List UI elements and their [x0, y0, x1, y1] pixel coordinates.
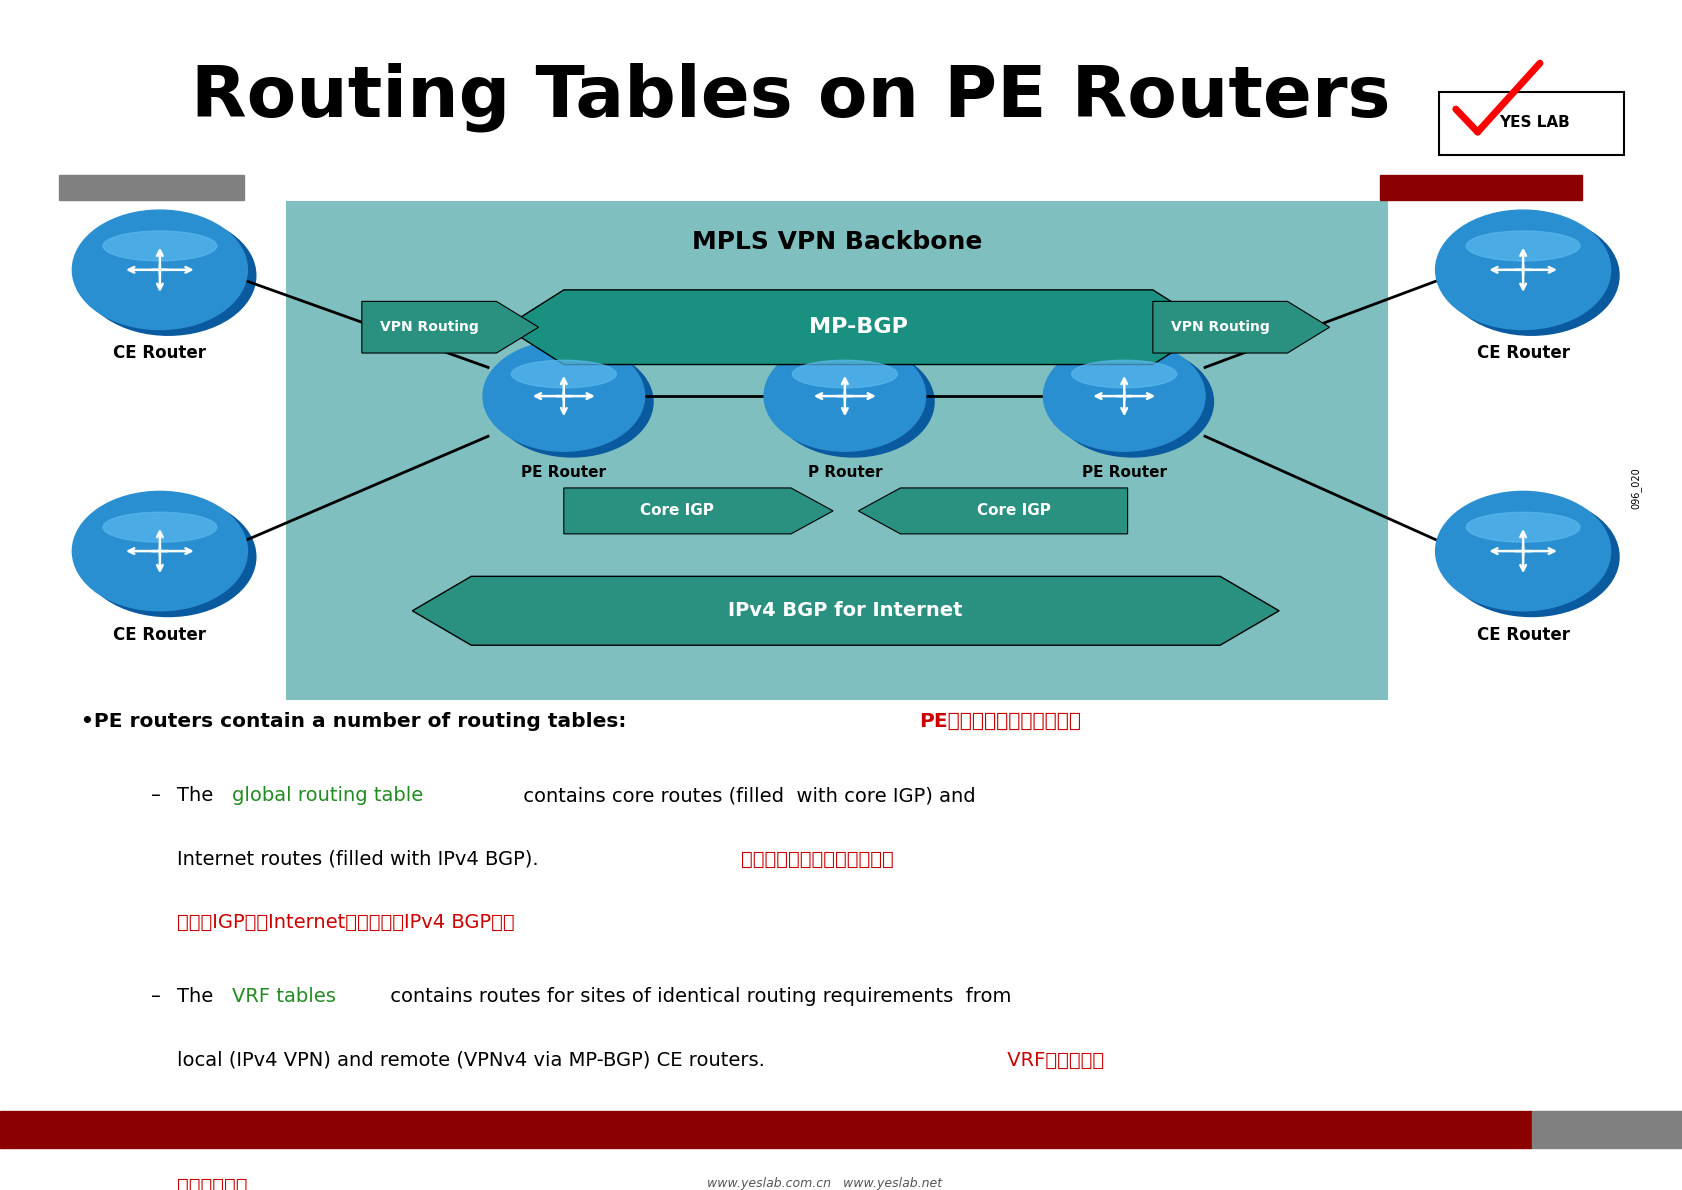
Circle shape — [491, 346, 653, 457]
Text: 096_020: 096_020 — [1630, 466, 1640, 509]
Circle shape — [1043, 342, 1204, 451]
FancyBboxPatch shape — [286, 201, 1388, 701]
Ellipse shape — [511, 361, 616, 388]
Ellipse shape — [1071, 361, 1176, 388]
Bar — [1379, 175, 1581, 200]
Text: local (IPv4 VPN) and remote (VPNv4 via MP-BGP) CE routers.: local (IPv4 VPN) and remote (VPNv4 via M… — [177, 1051, 764, 1070]
Text: www.yeslab.com.cn   www.yeslab.net: www.yeslab.com.cn www.yeslab.net — [706, 1177, 942, 1190]
Text: contains core routes (filled  with core IGP) and: contains core routes (filled with core I… — [516, 787, 976, 806]
Circle shape — [1435, 491, 1610, 610]
Polygon shape — [362, 301, 538, 353]
Text: •PE routers contain a number of routing tables:: •PE routers contain a number of routing … — [81, 712, 626, 731]
Text: CE Router: CE Router — [113, 626, 207, 644]
Ellipse shape — [103, 512, 217, 543]
Text: PE Router: PE Router — [521, 465, 606, 480]
Circle shape — [772, 346, 934, 457]
Text: contains routes for sites of identical routing requirements  from: contains routes for sites of identical r… — [383, 988, 1011, 1007]
Text: MPLS VPN Backbone: MPLS VPN Backbone — [691, 230, 982, 253]
Text: IPv4 BGP for Internet: IPv4 BGP for Internet — [728, 601, 962, 620]
Text: –: – — [151, 988, 161, 1007]
Bar — [1531, 1111, 1682, 1148]
Circle shape — [1443, 215, 1618, 336]
Polygon shape — [412, 576, 1278, 645]
Text: Core IGP: Core IGP — [641, 503, 713, 519]
Text: YES LAB: YES LAB — [1499, 115, 1569, 131]
Text: VRF tables: VRF tables — [232, 988, 336, 1007]
Text: VRF表包含从本: VRF表包含从本 — [1001, 1051, 1103, 1070]
Text: global routing table: global routing table — [232, 787, 424, 806]
Polygon shape — [563, 488, 833, 534]
Text: 充核心IGP）和Internet路由（填充IPv4 BGP）。: 充核心IGP）和Internet路由（填充IPv4 BGP）。 — [177, 913, 515, 932]
Circle shape — [483, 342, 644, 451]
Text: P Router: P Router — [807, 465, 881, 480]
Circle shape — [1443, 497, 1618, 616]
Text: CE Router: CE Router — [1475, 344, 1569, 363]
Circle shape — [1435, 211, 1610, 330]
Circle shape — [1051, 346, 1213, 457]
Ellipse shape — [103, 231, 217, 261]
Text: 全局路由表包含核心路由（填: 全局路由表包含核心路由（填 — [740, 850, 893, 869]
Text: The: The — [177, 988, 219, 1007]
Ellipse shape — [1465, 512, 1579, 543]
Text: MP-BGP: MP-BGP — [809, 318, 907, 337]
Text: The: The — [177, 787, 219, 806]
Text: CE Router: CE Router — [113, 344, 207, 363]
Text: 站点的路由。: 站点的路由。 — [177, 1177, 247, 1190]
Text: PE Router: PE Router — [1082, 465, 1166, 480]
Circle shape — [81, 497, 256, 616]
Polygon shape — [858, 488, 1127, 534]
Text: VPN Routing: VPN Routing — [1171, 320, 1268, 334]
Text: Internet routes (filled with IPv4 BGP).: Internet routes (filled with IPv4 BGP). — [177, 850, 538, 869]
Polygon shape — [1152, 301, 1329, 353]
Bar — [0, 1111, 1531, 1148]
Text: 地（IPv4 VPN）和远程（VPNv4通过MP-BGP）CE路由器的相同路由要求的: 地（IPv4 VPN）和远程（VPNv4通过MP-BGP）CE路由器的相同路由要… — [177, 1114, 673, 1133]
Circle shape — [764, 342, 925, 451]
Ellipse shape — [1465, 231, 1579, 261]
Polygon shape — [505, 290, 1211, 364]
Circle shape — [72, 491, 247, 610]
Text: VPN Routing: VPN Routing — [380, 320, 478, 334]
Text: CE Router: CE Router — [1475, 626, 1569, 644]
Text: Routing Tables on PE Routers: Routing Tables on PE Routers — [192, 63, 1389, 132]
FancyBboxPatch shape — [1438, 92, 1623, 155]
Text: Core IGP: Core IGP — [977, 503, 1050, 519]
Ellipse shape — [792, 361, 897, 388]
Circle shape — [72, 211, 247, 330]
Circle shape — [81, 215, 256, 336]
Text: PE路由器包含多个路由表：: PE路由器包含多个路由表： — [918, 712, 1080, 731]
Bar — [59, 175, 244, 200]
Text: –: – — [151, 787, 161, 806]
